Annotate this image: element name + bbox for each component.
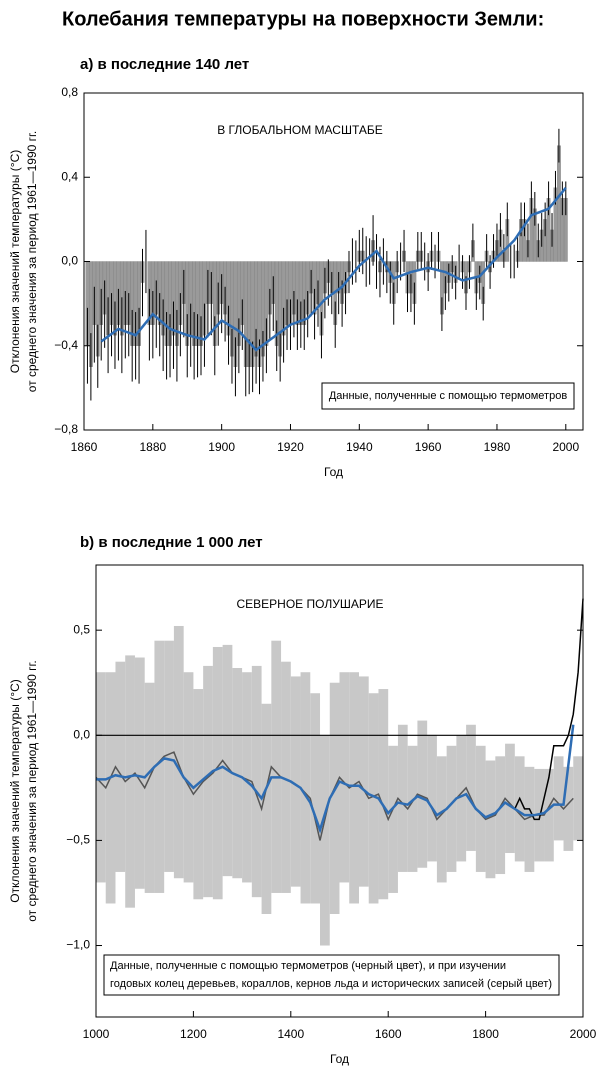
uncertainty-band <box>164 640 174 872</box>
y-axis-title: от среднего значения за период 1961—1990… <box>25 660 39 922</box>
x-tick-label: 1600 <box>375 1027 402 1041</box>
uncertainty-band <box>222 644 233 877</box>
plot-frame <box>95 564 584 1018</box>
x-axis-title: Год <box>324 465 343 479</box>
x-tick-label: 1980 <box>484 440 511 454</box>
uncertainty-band <box>329 682 340 914</box>
subtitle: a) в последние 140 лет <box>80 56 249 73</box>
uncertainty-band <box>251 665 262 898</box>
y-axis-title: Отклонения значений температуры (°C) <box>8 679 22 902</box>
legend-text: годовых колец деревьев, кораллов, кернов… <box>110 978 552 990</box>
uncertainty-band <box>553 756 564 841</box>
y-tick-label: −0,8 <box>54 422 78 436</box>
x-tick-label: 1800 <box>472 1027 499 1041</box>
subtitle: b) в последние 1 000 лет <box>80 534 263 551</box>
x-tick-label: 1860 <box>71 440 98 454</box>
uncertainty-band <box>203 665 213 898</box>
x-tick-label: 1880 <box>139 440 166 454</box>
annotation: В ГЛОБАЛЬНОМ МАСШТАБЕ <box>217 123 383 137</box>
x-tick-label: 1200 <box>180 1027 207 1041</box>
uncertainty-band <box>115 661 126 872</box>
uncertainty-band <box>125 655 135 908</box>
legend-text: Данные, полученные с помощью термометров <box>329 390 567 402</box>
y-axis-title: от среднего значения за период 1961—1990… <box>25 131 39 393</box>
uncertainty-band <box>475 745 486 872</box>
uncertainty-band <box>281 661 291 893</box>
uncertainty-band <box>320 735 330 946</box>
x-axis-title: Год <box>330 1052 349 1066</box>
uncertainty-band <box>368 693 379 904</box>
uncertainty-band <box>183 672 194 883</box>
x-tick-label: 1920 <box>277 440 304 454</box>
uncertainty-band <box>339 672 350 883</box>
uncertainty-band <box>417 720 428 868</box>
y-tick-label: −0,5 <box>66 833 90 847</box>
thermometer-line <box>514 598 584 821</box>
x-tick-label: 1900 <box>208 440 235 454</box>
smooth-line <box>96 724 575 834</box>
y-tick-label: −1,0 <box>66 938 90 952</box>
uncertainty-band <box>242 672 252 883</box>
uncertainty-band <box>144 682 155 893</box>
uncertainty-band <box>397 724 408 872</box>
x-tick-label: 1940 <box>346 440 373 454</box>
uncertainty-band <box>310 693 321 904</box>
uncertainty-band <box>573 756 583 841</box>
y-tick-label: 0,4 <box>61 169 78 183</box>
uncertainty-band <box>173 625 184 879</box>
y-tick-label: 0,0 <box>61 254 78 268</box>
uncertainty-band <box>495 756 506 875</box>
uncertainty-band <box>261 703 272 914</box>
uncertainty-band <box>271 640 282 893</box>
x-tick-label: 1400 <box>277 1027 304 1041</box>
uncertainty-band <box>232 668 243 879</box>
uncertainty-band <box>514 756 525 862</box>
uncertainty-band <box>154 640 165 893</box>
uncertainty-band <box>290 676 301 887</box>
legend-box <box>321 382 575 410</box>
smooth-line <box>100 186 567 352</box>
x-tick-label: 1960 <box>415 440 442 454</box>
uncertainty-band <box>544 768 554 862</box>
uncertainty-band <box>212 646 223 900</box>
uncertainty-band <box>378 689 389 900</box>
uncertainty-band <box>485 760 496 879</box>
uncertainty-band <box>446 745 457 872</box>
uncertainty-band <box>456 735 467 862</box>
bar <box>557 145 561 262</box>
uncertainty-band <box>524 766 535 872</box>
legend-box <box>103 954 560 996</box>
uncertainty-band <box>96 672 106 883</box>
uncertainty-band <box>427 735 437 862</box>
y-tick-label: 0,8 <box>61 85 78 99</box>
y-tick-label: 0,5 <box>73 622 90 636</box>
page-title: Колебания температуры на поверхности Зем… <box>62 8 544 30</box>
legend-text: Данные, полученные с помощью термометров… <box>110 960 506 972</box>
uncertainty-band <box>134 657 145 889</box>
uncertainty-band <box>505 743 515 854</box>
y-tick-label: −0,4 <box>54 338 78 352</box>
uncertainty-band <box>563 766 574 851</box>
x-tick-label: 1000 <box>83 1027 110 1041</box>
uncertainty-band <box>193 689 204 900</box>
uncertainty-band <box>407 745 418 872</box>
uncertainty-band <box>436 756 447 883</box>
x-tick-label: 2000 <box>552 440 579 454</box>
uncertainty-band <box>105 672 116 904</box>
uncertainty-band <box>358 676 369 887</box>
x-tick-label: 2000 <box>570 1027 597 1041</box>
y-axis-title: Отклонения значений температуры (°C) <box>8 150 22 373</box>
uncertainty-band <box>466 724 476 851</box>
uncertainty-band <box>300 672 311 904</box>
uncertainty-band <box>349 672 359 904</box>
y-tick-label: 0,0 <box>73 727 90 741</box>
uncertainty-band <box>388 745 398 893</box>
annotation: СЕВЕРНОЕ ПОЛУШАРИЕ <box>237 597 384 611</box>
